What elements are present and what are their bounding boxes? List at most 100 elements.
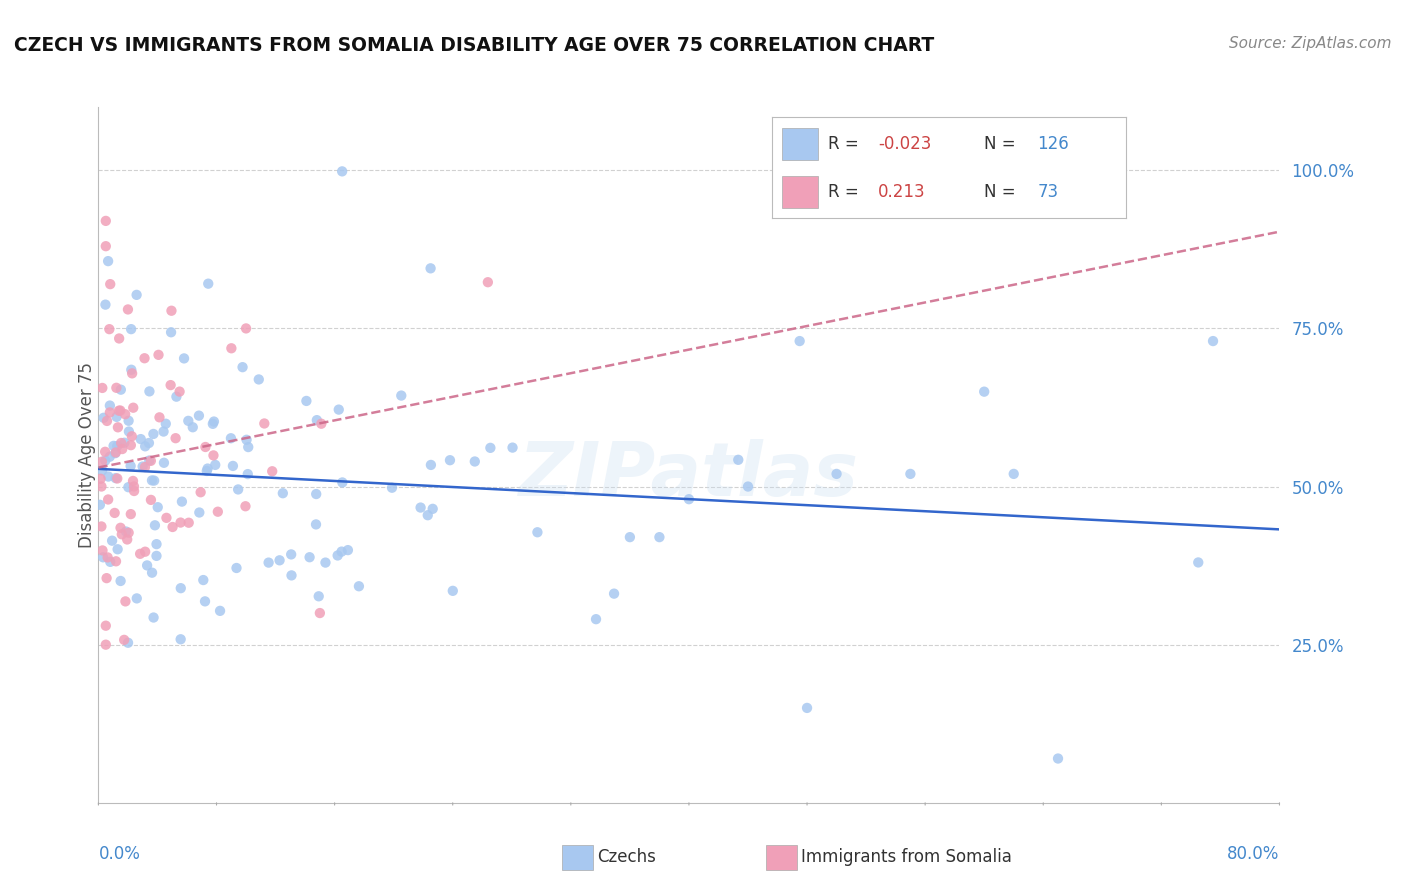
Point <box>159 378 181 392</box>
Point <box>330 475 353 490</box>
Point <box>314 556 336 570</box>
Point <box>181 420 204 434</box>
Point <box>1002 467 1025 481</box>
Point <box>148 348 170 362</box>
Text: 80.0%: 80.0% <box>1227 845 1279 863</box>
Point <box>464 454 486 468</box>
Point <box>197 277 219 291</box>
Point <box>125 288 148 302</box>
Point <box>796 701 818 715</box>
Point <box>98 450 121 464</box>
Point <box>727 452 749 467</box>
Point <box>104 506 127 520</box>
Point <box>105 409 128 424</box>
Point <box>98 555 121 569</box>
Point <box>111 527 134 541</box>
Point <box>280 568 302 582</box>
Point <box>138 436 160 450</box>
Point <box>117 636 139 650</box>
Point <box>197 461 219 475</box>
Point <box>201 417 224 431</box>
Point <box>98 277 121 292</box>
Text: Immigrants from Somalia: Immigrants from Somalia <box>801 848 1012 866</box>
Point <box>226 483 249 497</box>
Point <box>97 254 120 268</box>
Point <box>93 410 115 425</box>
Point <box>165 431 187 445</box>
Point <box>235 433 257 447</box>
Point <box>141 566 163 580</box>
Point <box>153 456 176 470</box>
Point <box>117 302 139 317</box>
Point <box>271 486 294 500</box>
Point <box>148 410 170 425</box>
Point <box>648 530 671 544</box>
Point <box>98 405 121 419</box>
Point <box>89 498 111 512</box>
Point <box>619 530 641 544</box>
Point <box>416 508 439 523</box>
Point <box>103 439 125 453</box>
Point <box>129 547 152 561</box>
Point <box>162 520 184 534</box>
Point <box>120 438 142 452</box>
Point <box>108 331 131 345</box>
Point <box>305 517 328 532</box>
Point <box>328 402 350 417</box>
Point <box>160 325 183 339</box>
Point <box>138 384 160 399</box>
Point <box>194 594 217 608</box>
Point <box>1202 334 1225 348</box>
Point <box>112 435 135 450</box>
Point <box>97 492 120 507</box>
Point <box>105 381 128 395</box>
Point <box>280 548 302 562</box>
Point <box>110 521 132 535</box>
Point <box>381 481 404 495</box>
Point <box>143 474 166 488</box>
Point <box>115 533 138 547</box>
Point <box>90 479 112 493</box>
Point <box>143 518 166 533</box>
Point <box>96 414 118 428</box>
Point <box>145 549 167 563</box>
Point <box>177 414 200 428</box>
Point <box>90 455 112 469</box>
Point <box>202 449 225 463</box>
Point <box>155 417 177 431</box>
Point <box>129 432 152 446</box>
Point <box>117 480 139 494</box>
Point <box>222 458 245 473</box>
Point <box>91 543 114 558</box>
Point <box>94 298 117 312</box>
Point <box>114 407 136 421</box>
Point <box>122 483 145 498</box>
Point <box>131 459 153 474</box>
Point <box>188 506 211 520</box>
Point <box>120 507 142 521</box>
Point <box>225 561 247 575</box>
Point <box>114 594 136 608</box>
Point <box>96 571 118 585</box>
Point <box>177 516 200 530</box>
Point <box>110 403 132 417</box>
Point <box>98 399 121 413</box>
Point <box>122 474 145 488</box>
Point <box>91 550 114 565</box>
Point <box>422 501 444 516</box>
Point <box>409 500 432 515</box>
Point <box>305 413 328 427</box>
Point <box>139 454 162 468</box>
Point <box>107 420 129 434</box>
Point <box>190 485 212 500</box>
Point <box>145 537 167 551</box>
Point <box>204 458 226 472</box>
Point <box>419 261 441 276</box>
Point <box>110 574 132 588</box>
Point <box>125 591 148 606</box>
Point <box>120 458 142 473</box>
Point <box>97 469 120 483</box>
Point <box>134 351 156 366</box>
Point <box>101 533 124 548</box>
Point <box>108 403 131 417</box>
